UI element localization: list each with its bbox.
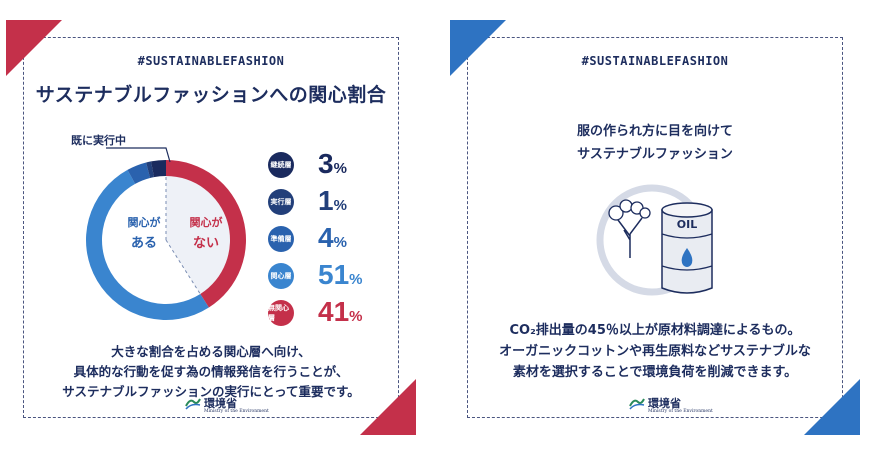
legend-row-uninterested: 無関心層 41% — [268, 294, 378, 331]
logo-subtitle: Ministry of the Environment — [204, 409, 269, 414]
legend-number: 1 — [318, 185, 334, 216]
ministry-emblem-icon — [629, 398, 645, 410]
label-interested-line1: 関心が — [128, 215, 161, 229]
chart-title: サステナブルファッションへの関心割合 — [35, 84, 387, 106]
legend-unit: % — [349, 308, 363, 325]
dashed-frame — [23, 37, 399, 418]
legend-number: 41 — [318, 296, 350, 327]
legend-number: 4 — [318, 222, 334, 253]
legend-row-preparing: 準備層 4% — [268, 220, 378, 257]
donut-slice-uninterested — [166, 160, 246, 308]
ministry-logo: 環境省 Ministry of the Environment — [629, 395, 713, 414]
donut-slices — [86, 160, 246, 320]
ministry-logo: 環境省 Ministry of the Environment — [185, 395, 269, 414]
oil-label: OIL — [677, 218, 697, 231]
corner-decoration-bottom-right — [804, 379, 860, 435]
legend-row-interested: 関心層 51% — [268, 257, 378, 294]
description-line: 具体的な行動を促す為の情報発信を行うことが、 — [73, 364, 349, 379]
subtitle-line: 服の作られ方に目を向けて — [576, 124, 733, 139]
logo-subtitle: Ministry of the Environment — [648, 409, 713, 414]
label-not-interested-line1: 関心が — [190, 215, 223, 229]
subtitle-line: サステナブルファッション — [577, 147, 733, 162]
hashtag: #SUSTAINABLEFASHION — [581, 54, 729, 68]
divider-line — [165, 239, 201, 295]
legend-badge-preparing: 準備層 — [268, 226, 294, 252]
corner-decoration-top-left — [450, 20, 506, 76]
donut-slice-preparing — [127, 162, 151, 184]
legend-number: 51 — [318, 259, 350, 290]
legend-value-continuing: 3% — [318, 146, 347, 187]
left-description: 大きな割合を占める関心層へ向け、 具体的な行動を促す為の情報発信を行うことが、 … — [6, 342, 416, 402]
legend-unit: % — [333, 197, 347, 214]
corner-decoration-top-left — [6, 20, 62, 76]
sector-background-uninterested — [166, 176, 230, 295]
legend-unit: % — [333, 234, 347, 251]
description-line: オーガニックコットンや再生原料などサステナブルな — [499, 344, 811, 359]
legend-unit: % — [333, 160, 347, 177]
label-interested-line2: ある — [131, 236, 157, 251]
right-description: CO₂排出量の45％以上が原材料調達によるもの。 オーガニックコットンや再生原料… — [450, 320, 860, 383]
label-not-interested-line2: ない — [193, 236, 219, 251]
donut-slice-acting — [146, 161, 155, 179]
legend-number: 3 — [318, 148, 334, 179]
legend-value-uninterested: 41% — [318, 294, 363, 335]
legend-badge-continuing: 継続層 — [268, 152, 294, 178]
callout-line — [106, 147, 171, 163]
legend-value-preparing: 4% — [318, 220, 347, 261]
chart-legend: 継続層 3% 実行層 1% 準備層 4% 関心層 51% 無関心層 41% — [268, 146, 378, 331]
description-line: サステナブルファッションの実行にとって重要です。 — [62, 384, 360, 399]
callout-already-doing: 既に実行中 — [71, 133, 126, 147]
right-panel: #SUSTAINABLEFASHION 服の作られ方に目を向けて サステナブルフ… — [450, 20, 860, 435]
corner-decoration-bottom-right — [360, 379, 416, 435]
legend-badge-interested: 関心層 — [268, 263, 294, 289]
legend-unit: % — [349, 271, 363, 288]
legend-value-interested: 51% — [318, 257, 363, 298]
legend-badge-acting: 実行層 — [268, 189, 294, 215]
cotton-oil-illustration: OIL — [596, 184, 713, 296]
legend-row-continuing: 継続層 3% — [268, 146, 378, 183]
legend-row-acting: 実行層 1% — [268, 183, 378, 220]
logo-name: 環境省 — [648, 397, 681, 410]
cotton-plant-icon — [608, 199, 651, 258]
subtitle: 服の作られ方に目を向けて サステナブルファッション — [450, 120, 860, 166]
dashed-frame — [467, 37, 843, 418]
legend-badge-uninterested: 無関心層 — [268, 300, 294, 326]
description-line: 素材を選択することで環境負荷を削減できます。 — [512, 365, 798, 380]
donut-chart: 関心が ある 関心が ない 既に実行中 — [71, 133, 246, 320]
legend-value-acting: 1% — [318, 183, 347, 224]
donut-slice-continuing — [151, 160, 166, 178]
ministry-emblem-icon — [185, 398, 201, 410]
oil-drop-icon — [681, 248, 693, 267]
description-line: CO₂排出量の45％以上が原材料調達によるもの。 — [509, 323, 801, 338]
left-panel: #SUSTAINABLEFASHION サステナブルファッションへの関心割合 関… — [6, 20, 416, 435]
oil-barrel-icon: OIL — [661, 202, 713, 294]
donut-slice-interested — [86, 169, 209, 320]
description-line: 大きな割合を占める関心層へ向け、 — [111, 344, 311, 359]
hashtag: #SUSTAINABLEFASHION — [137, 54, 285, 68]
logo-name: 環境省 — [204, 397, 237, 410]
